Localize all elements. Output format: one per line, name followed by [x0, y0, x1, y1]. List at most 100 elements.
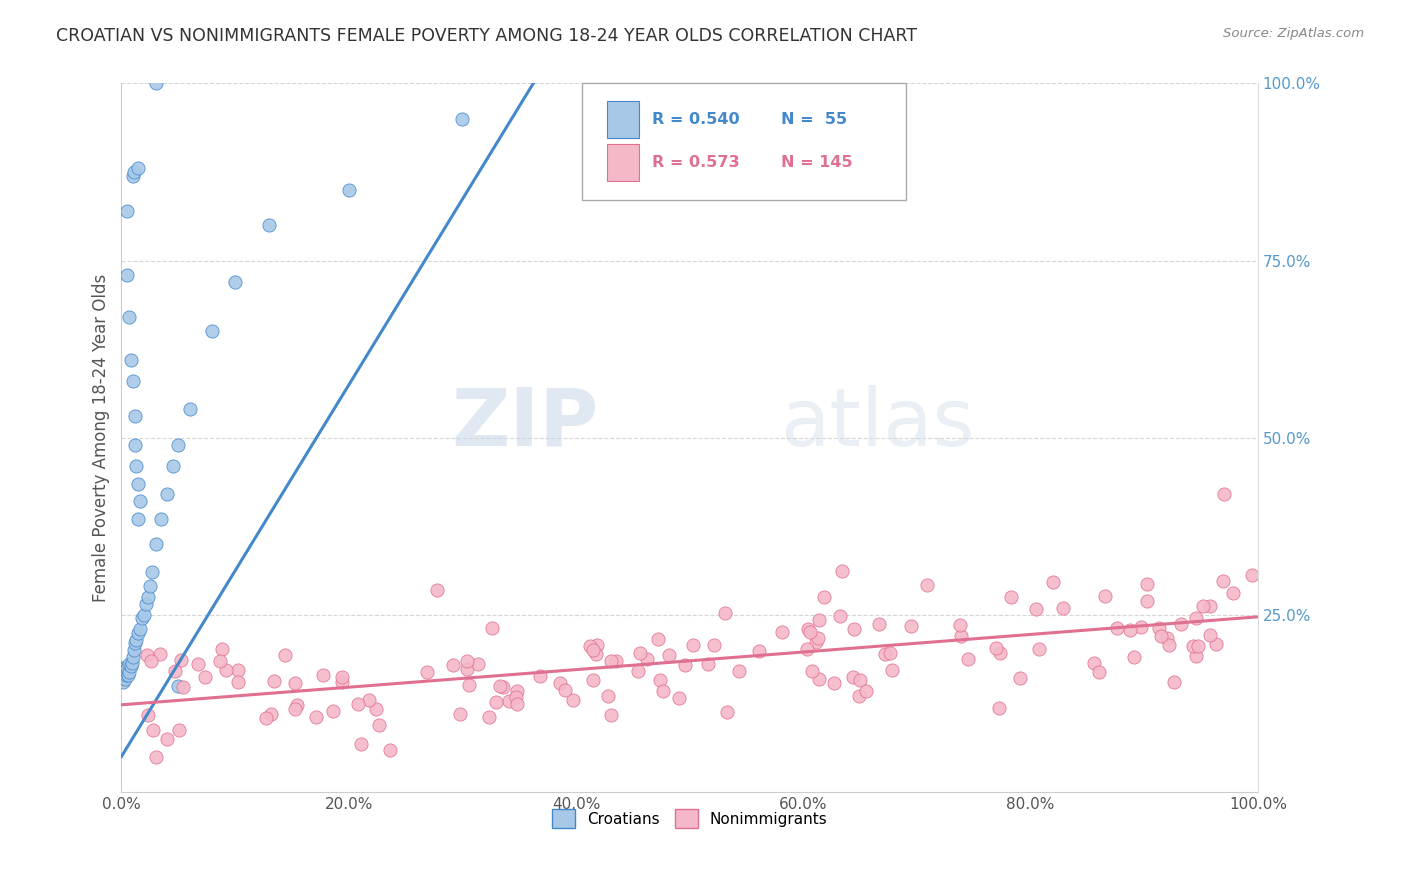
Point [141, 566, 163, 580]
Text: CROATIAN VS NONIMMIGRANTS FEMALE POVERTY AMONG 18-24 YEAR OLDS CORRELATION CHART: CROATIAN VS NONIMMIGRANTS FEMALE POVERTY… [56, 27, 917, 45]
Point [201, 325, 224, 339]
Point [366, 702, 388, 716]
Point [579, 639, 602, 653]
Point [855, 684, 877, 698]
Point [346, 697, 368, 711]
Point [112, 665, 135, 679]
Point [145, 537, 167, 551]
Point [274, 648, 297, 663]
Point [110, 661, 132, 675]
Point [599, 654, 621, 668]
Point [529, 669, 551, 683]
Point [770, 624, 793, 639]
Point [1122, 650, 1144, 665]
Point [118, 657, 141, 672]
Point [135, 597, 157, 611]
Point [416, 665, 439, 680]
Point [586, 638, 609, 652]
Point [1191, 599, 1213, 613]
Point [658, 648, 681, 663]
Point [118, 310, 141, 325]
Point [1105, 621, 1128, 635]
Point [915, 578, 938, 592]
Point [1241, 568, 1264, 582]
Point [167, 438, 190, 452]
Point [506, 697, 529, 711]
Point [1042, 575, 1064, 590]
Point [211, 642, 233, 657]
Point [1136, 577, 1159, 591]
Point [359, 693, 381, 707]
Point [226, 663, 249, 677]
Point [562, 693, 585, 707]
Point [807, 631, 830, 645]
Point [121, 650, 143, 665]
Point [585, 647, 607, 661]
Point [127, 512, 149, 526]
Point [254, 711, 277, 725]
Point [647, 632, 669, 646]
Point [1157, 638, 1180, 652]
Point [208, 654, 231, 668]
Point [378, 743, 401, 757]
Point [150, 512, 173, 526]
Point [457, 678, 479, 692]
Point [1000, 591, 1022, 605]
Point [120, 352, 142, 367]
Point [426, 582, 449, 597]
Point [1147, 621, 1170, 635]
Point [114, 672, 136, 686]
Point [727, 665, 749, 679]
Point [668, 691, 690, 706]
Point [128, 494, 150, 508]
Text: ZIP: ZIP [451, 384, 599, 463]
Point [367, 718, 389, 732]
Point [1205, 638, 1227, 652]
Point [122, 165, 145, 179]
Point [228, 674, 250, 689]
Point [127, 476, 149, 491]
Point [1129, 620, 1152, 634]
Point [1094, 589, 1116, 603]
Point [263, 674, 285, 689]
Point [115, 668, 138, 682]
Point [713, 607, 735, 621]
Point [596, 689, 619, 703]
Point [136, 590, 159, 604]
Point [1199, 599, 1222, 613]
Point [285, 698, 308, 712]
Point [823, 676, 845, 690]
Point [988, 646, 1011, 660]
Point [330, 670, 353, 684]
Point [600, 708, 623, 723]
Point [1181, 640, 1204, 654]
Point [505, 690, 527, 705]
Point [841, 670, 863, 684]
Point [800, 664, 823, 678]
Point [125, 458, 148, 473]
Point [957, 651, 980, 665]
Point [127, 161, 149, 176]
Point [849, 673, 872, 687]
Point [131, 611, 153, 625]
Point [748, 644, 770, 658]
Point [703, 638, 725, 652]
Point [1119, 623, 1142, 637]
Text: N = 145: N = 145 [780, 154, 852, 169]
Text: atlas: atlas [780, 384, 974, 463]
Point [139, 579, 162, 593]
Point [121, 374, 143, 388]
Point [111, 672, 134, 686]
Point [456, 662, 478, 676]
Point [554, 682, 576, 697]
Point [673, 657, 696, 672]
Point [312, 668, 335, 682]
Point [115, 663, 138, 677]
Point [224, 275, 246, 289]
Point [167, 679, 190, 693]
Text: Source: ZipAtlas.com: Source: ZipAtlas.com [1223, 27, 1364, 40]
Point [1185, 611, 1208, 625]
Point [1010, 671, 1032, 685]
Point [115, 204, 138, 219]
Point [322, 704, 344, 718]
